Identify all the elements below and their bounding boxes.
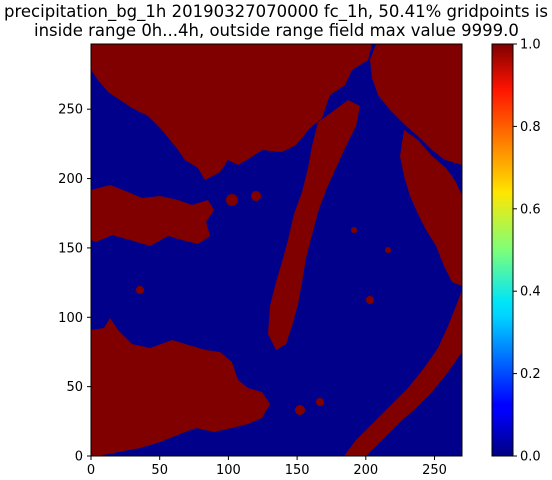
y-tick-label-1: 50 <box>66 380 83 395</box>
heatmap-field <box>91 44 462 456</box>
colorbar <box>492 44 513 456</box>
y-tick-label-0: 0 <box>75 450 83 465</box>
high-patch-3 <box>136 286 144 294</box>
colorbar-tick-label-2: 0.4 <box>520 285 541 300</box>
x-tick-label-4: 200 <box>353 463 378 478</box>
colorbar-tick-label-3: 0.6 <box>520 202 541 217</box>
high-patch-6 <box>366 296 374 304</box>
x-tick-label-0: 0 <box>87 463 95 478</box>
colorbar-tick-label-5: 1.0 <box>520 38 541 53</box>
x-axis: 0 50 100 150 200 250 <box>87 456 447 478</box>
colorbar-tick-label-0: 0.0 <box>520 450 541 465</box>
x-tick-label-2: 100 <box>216 463 241 478</box>
y-tick-label-4: 200 <box>58 172 83 187</box>
y-tick-label-2: 100 <box>58 311 83 326</box>
high-patch-2 <box>251 191 261 201</box>
colorbar-axis: 0.0 0.2 0.4 0.6 0.8 1.0 <box>513 38 541 465</box>
colorbar-tick-label-4: 0.8 <box>520 120 541 135</box>
x-tick-label-1: 50 <box>151 463 168 478</box>
y-tick-label-3: 150 <box>58 241 83 256</box>
y-axis: 0 50 100 150 200 250 <box>58 103 91 465</box>
y-tick-label-5: 250 <box>58 103 83 118</box>
high-patch-8 <box>351 227 357 233</box>
x-tick-label-5: 250 <box>422 463 447 478</box>
high-patch-5 <box>316 398 324 406</box>
colorbar-tick-label-1: 0.2 <box>520 367 541 382</box>
x-tick-label-3: 150 <box>285 463 310 478</box>
high-patch-1 <box>226 194 238 206</box>
high-patch-7 <box>385 247 391 253</box>
high-patch-4 <box>295 405 305 415</box>
